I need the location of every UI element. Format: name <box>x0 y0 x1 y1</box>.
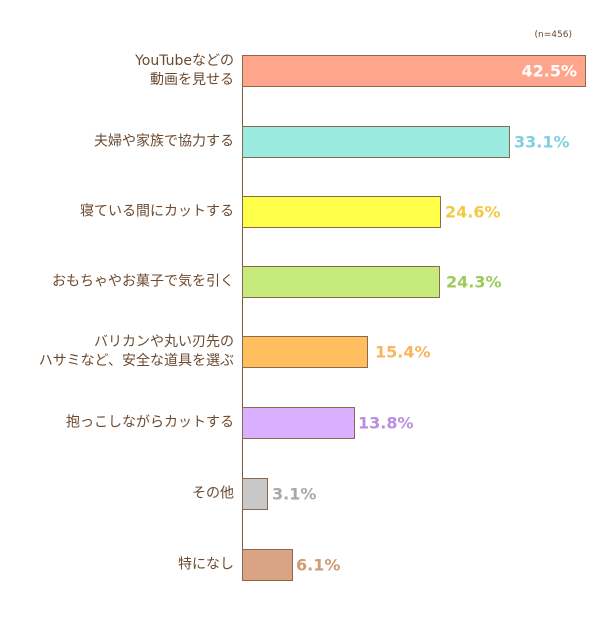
category-label-line: YouTubeなどの <box>135 53 234 69</box>
value-label: 24.6% <box>445 202 501 222</box>
bar <box>242 549 293 581</box>
value-label: 33.1% <box>514 132 570 152</box>
category-label-line: ハサミなど、安全な道具を選ぶ <box>38 353 234 369</box>
bar-row: おもちゃやお菓子で気を引く 24.3% <box>0 266 600 298</box>
bar: 42.5% <box>242 55 586 87</box>
value-label: 24.3% <box>446 272 502 292</box>
category-label: その他 <box>192 485 234 502</box>
bar <box>242 266 440 298</box>
bar-row: 特になし 6.1% <box>0 549 600 581</box>
y-axis-line <box>242 55 243 549</box>
value-label: 42.5% <box>521 61 577 81</box>
category-label: おもちゃやお菓子で気を引く <box>52 273 234 290</box>
bar-row: YouTubeなどの 動画を見せる 42.5% <box>0 52 600 90</box>
bar <box>242 407 355 439</box>
bar <box>242 196 441 228</box>
category-label-line: 動画を見せる <box>150 72 234 88</box>
bar-row: その他 3.1% <box>0 478 600 510</box>
bar <box>242 478 268 510</box>
category-label: 夫婦や家族で協力する <box>94 133 234 150</box>
sample-size-label: (n=456) <box>534 30 572 40</box>
category-label: 特になし <box>178 556 234 573</box>
category-label-line: バリカンや丸い刃先の <box>94 334 234 350</box>
bar-row: 夫婦や家族で協力する 33.1% <box>0 126 600 158</box>
value-label: 13.8% <box>358 413 414 433</box>
category-label: バリカンや丸い刃先の ハサミなど、安全な道具を選ぶ <box>39 333 234 371</box>
value-label: 6.1% <box>296 555 341 575</box>
bar-row: 寝ている間にカットする 24.6% <box>0 196 600 228</box>
bar-row: バリカンや丸い刃先の ハサミなど、安全な道具を選ぶ 15.4% <box>0 333 600 371</box>
category-label: 寝ている間にカットする <box>80 203 234 220</box>
category-label: 抱っこしながらカットする <box>66 414 234 431</box>
category-label: YouTubeなどの 動画を見せる <box>135 52 234 90</box>
bar <box>242 336 368 368</box>
value-label: 3.1% <box>272 484 317 504</box>
bar-row: 抱っこしながらカットする 13.8% <box>0 407 600 439</box>
value-label: 15.4% <box>375 342 431 362</box>
bar <box>242 126 510 158</box>
